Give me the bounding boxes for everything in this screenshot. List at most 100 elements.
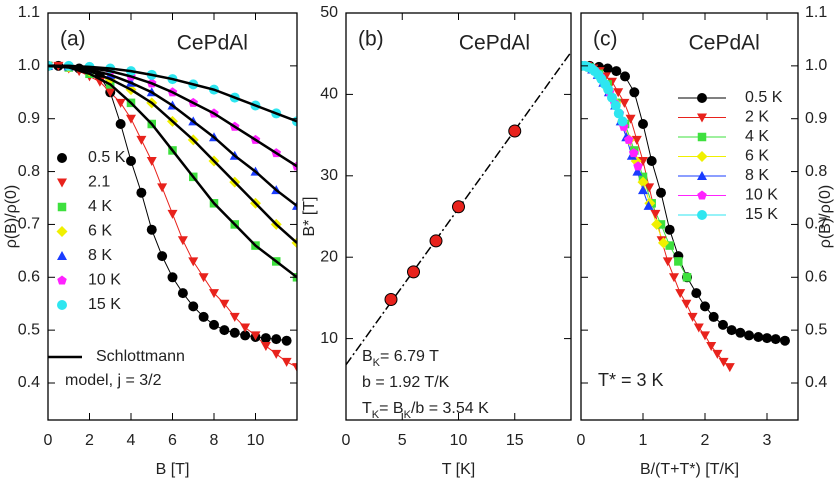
legend-label: 8 K [88,247,112,264]
marker [281,357,292,367]
y-tick-label: 0.8 [805,163,827,180]
marker [638,157,648,166]
x-tick-label: 5 [398,432,407,449]
marker [384,293,398,307]
marker [602,63,613,74]
subscript: K [372,409,380,421]
legend-label: 8 K [745,167,769,184]
marker [674,257,683,266]
marker [753,332,764,343]
x-axis-label: T [K] [442,461,476,478]
marker [115,119,126,129]
annotation-text: = 6.79 T [380,348,439,365]
model-line [48,64,297,279]
plot-frame [345,12,572,421]
y-axis-label: ρ(B)/ρ(0) [817,185,834,249]
marker [646,156,657,166]
marker [146,224,157,235]
marker [198,311,209,322]
marker [625,114,636,124]
y-tick-label: 20 [320,248,338,265]
legend-marker [56,226,68,237]
marker [724,363,735,373]
annotation: BK= 6.79 T [362,348,439,369]
marker [655,187,666,198]
legend-label: 2.1 [88,174,110,191]
legend-marker [57,202,67,212]
marker [177,288,188,299]
x-tick-label: 8 [210,432,219,449]
legend-label: 6 K [88,223,112,240]
marker [611,66,622,77]
y-tick-label: 0.4 [18,374,40,391]
annotation-text: = B [379,400,403,417]
marker [644,183,655,193]
plot-frame [580,12,799,421]
marker [638,119,648,129]
y-tick-label: 0.5 [805,321,827,338]
marker [198,273,209,283]
marker [292,363,297,373]
annotation-text: T [362,400,372,417]
marker [610,100,621,111]
annotation-text: b = 1.92 T/K [362,374,450,391]
marker [735,327,746,338]
marker [687,312,698,322]
model-line [48,64,297,123]
marker [669,273,679,283]
marker [718,357,729,367]
marker [115,98,126,108]
x-tick-label: 15 [506,432,524,449]
legend-marker [57,178,67,188]
annotation: TK= BK/b = 3.54 K [362,400,489,421]
legend-marker [57,275,67,285]
x-tick-label: 4 [127,432,136,449]
legend-marker [697,210,707,220]
legend-marker [697,190,707,200]
annotation-text: B [362,348,373,365]
marker [662,257,673,267]
marker [188,301,199,312]
legend-label: model, j = 3/2 [65,372,162,389]
annotation: b = 1.92 T/K [362,374,450,391]
marker [613,88,624,98]
legend-marker [697,171,707,180]
y-tick-label: 0.6 [18,269,40,286]
marker [638,185,648,195]
subscript: K [373,357,381,369]
legend-marker [57,251,67,260]
subscript: K [404,409,412,421]
marker [779,335,790,346]
marker [613,108,624,119]
legend-marker [57,153,67,163]
legend-marker [57,300,67,310]
marker [603,84,614,95]
legend-label: 4 K [745,128,769,145]
legend-marker [696,151,708,162]
x-tick-label: 10 [247,432,265,449]
marker [706,342,717,351]
y-tick-label: 1.1 [18,4,40,21]
y-tick-label: 0.7 [18,216,40,233]
x-axis-label: B [T] [156,461,190,478]
marker [136,187,147,198]
marker [657,237,669,249]
legend-marker [697,113,707,123]
marker [105,88,116,98]
y-tick-label: 0.4 [805,374,827,391]
marker [651,218,663,230]
marker [681,299,692,309]
legend-marker [697,93,707,103]
x-tick-label: 0 [577,432,586,449]
marker [209,319,219,330]
marker [240,323,251,333]
y-tick-label: 1.0 [805,57,827,74]
y-tick-label: 0.9 [805,110,827,127]
plot-frame [47,12,298,421]
marker [260,342,271,351]
legend-label: 15 K [745,206,778,223]
panel-label: (c) [593,28,618,51]
marker [637,176,649,188]
marker [219,299,230,309]
